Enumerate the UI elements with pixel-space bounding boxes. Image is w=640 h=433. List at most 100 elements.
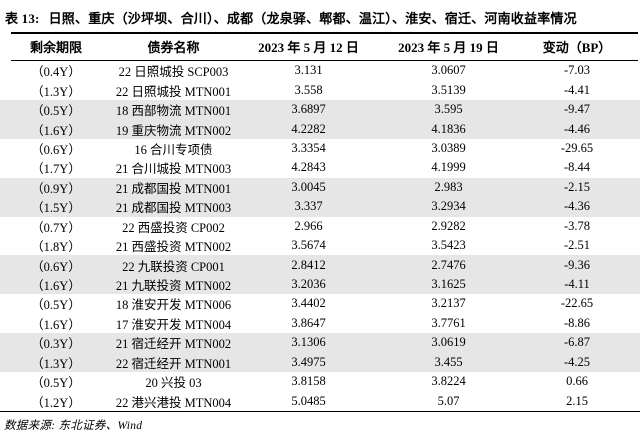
cell-change-bp: -2.51 <box>563 238 591 253</box>
cell-maturity: （0.5Y） <box>31 298 81 313</box>
table-row: （1.8Y） 21 西盛投资 MTN002 3.5674 3.5423 -2.51 <box>0 236 640 255</box>
table-row: （1.5Y） 21 成都国投 MTN003 3.337 3.2934 -4.36 <box>0 197 640 217</box>
cell-change-bp: -4.41 <box>563 82 591 97</box>
cell-change-bp: -8.44 <box>563 160 591 175</box>
yield-table-page: 表 13: 日照、重庆（沙坪坝、合川）、成都（龙泉驿、郫都、温江）、淮安、宿迁、河… <box>0 11 640 432</box>
cell-maturity: （0.9Y） <box>31 181 81 196</box>
cell-change-bp: 2.15 <box>566 393 588 408</box>
cell-bond-name: 18 西部物流 MTN001 <box>115 104 232 119</box>
cell-yield-0519: 3.2934 <box>431 199 466 214</box>
table-number-label: 表 13: <box>5 11 40 26</box>
cell-maturity: （1.6Y） <box>31 123 81 138</box>
cell-yield-0519: 4.1999 <box>431 160 466 175</box>
cell-maturity: （0.3Y） <box>31 337 81 352</box>
table-row: （1.6Y） 19 重庆物流 MTN002 4.2282 4.1836 -4.46 <box>0 119 640 139</box>
cell-change-bp: -4.11 <box>564 277 590 292</box>
cell-yield-0519: 4.1836 <box>431 121 466 136</box>
cell-yield-0512: 4.2843 <box>291 160 326 175</box>
cell-change-bp: -29.65 <box>560 140 594 155</box>
cell-bond-name: 18 淮安开发 MTN006 <box>115 298 232 313</box>
table-row: （0.3Y） 21 宿迁经开 MTN002 3.1306 3.0619 -6.87 <box>0 333 640 353</box>
cell-yield-0512: 3.2036 <box>291 277 326 292</box>
cell-bond-name: 22 港兴港投 MTN004 <box>115 395 232 410</box>
cell-change-bp: -7.03 <box>563 63 591 78</box>
cell-maturity: （1.6Y） <box>31 279 81 294</box>
table-row: （0.5Y） 18 西部物流 MTN001 3.6897 3.595 -9.47 <box>0 99 640 120</box>
cell-yield-0519: 3.455 <box>434 354 463 369</box>
cell-yield-0512: 5.0485 <box>291 393 326 408</box>
cell-yield-0512: 3.131 <box>294 63 323 78</box>
column-header-date-0512: 2023 年 5 月 12 日 <box>258 40 359 55</box>
cell-yield-0512: 3.6897 <box>291 102 326 117</box>
cell-bond-name: 19 重庆物流 MTN002 <box>115 123 232 138</box>
cell-change-bp: -6.87 <box>563 335 591 350</box>
cell-yield-0519: 3.0619 <box>431 335 466 350</box>
cell-bond-name: 21 合川城投 MTN003 <box>115 162 232 177</box>
cell-yield-0519: 3.7761 <box>431 315 466 330</box>
cell-maturity: （0.7Y） <box>31 220 81 235</box>
cell-change-bp: -9.36 <box>563 257 591 272</box>
cell-change-bp: -3.78 <box>563 218 591 233</box>
cell-maturity: （1.7Y） <box>31 162 81 177</box>
column-header-bond-name: 债券名称 <box>147 40 200 55</box>
cell-yield-0512: 2.966 <box>294 218 323 233</box>
cell-maturity: （1.8Y） <box>31 240 81 255</box>
cell-maturity: （1.3Y） <box>31 84 81 99</box>
cell-bond-name: 21 九联投资 MTN002 <box>115 279 232 294</box>
cell-bond-name: 20 兴投 03 <box>145 376 202 391</box>
table-row: （0.6Y） 16 合川专项债 3.3354 3.0389 -29.65 <box>0 139 640 158</box>
cell-bond-name: 22 日照城投 MTN001 <box>115 84 232 99</box>
cell-maturity: （1.5Y） <box>31 201 81 216</box>
cell-change-bp: -4.36 <box>563 199 591 214</box>
cell-bond-name: 21 成都国投 MTN001 <box>115 181 232 196</box>
cell-bond-name: 22 西盛投资 CP002 <box>122 220 225 235</box>
cell-yield-0512: 3.5674 <box>291 238 326 253</box>
cell-yield-0519: 5.07 <box>437 393 460 408</box>
table-row: （1.7Y） 21 合川城投 MTN003 4.2843 4.1999 -8.44 <box>0 158 640 177</box>
table-row: （1.3Y） 22 日照城投 MTN001 3.558 3.5139 -4.41 <box>0 80 640 99</box>
cell-maturity: （0.5Y） <box>31 104 81 119</box>
title-divider <box>11 32 638 34</box>
cell-change-bp: -4.46 <box>563 121 591 136</box>
cell-bond-name: 22 九联投资 CP001 <box>122 259 225 274</box>
table-row: （1.6Y） 17 淮安开发 MTN004 3.8647 3.7761 -8.86 <box>0 314 640 333</box>
cell-maturity: （0.6Y） <box>31 259 81 274</box>
cell-yield-0512: 4.2282 <box>291 121 326 136</box>
cell-yield-0519: 3.2137 <box>431 296 466 311</box>
cell-maturity: （0.4Y） <box>31 65 81 80</box>
cell-maturity: （1.3Y） <box>31 356 81 371</box>
cell-change-bp: -2.15 <box>563 179 591 194</box>
table-row: （0.5Y） 18 淮安开发 MTN006 3.4402 3.2137 -22.65 <box>0 294 640 313</box>
cell-yield-0519: 3.0607 <box>431 63 466 78</box>
cell-yield-0519: 3.595 <box>434 102 463 117</box>
cell-bond-name: 22 宿迁经开 MTN001 <box>115 356 232 371</box>
cell-yield-0519: 3.0389 <box>431 140 466 155</box>
cell-bond-name: 16 合川专项债 <box>134 142 213 157</box>
table-row: （0.5Y） 20 兴投 03 3.8158 3.8224 0.66 <box>0 372 640 391</box>
cell-yield-0519: 3.8224 <box>431 374 466 389</box>
column-header-maturity: 剩余期限 <box>29 40 82 55</box>
table-row: （0.9Y） 21 成都国投 MTN001 3.0045 2.983 -2.15 <box>0 177 640 198</box>
cell-yield-0519: 2.983 <box>434 179 463 194</box>
cell-change-bp: -22.65 <box>560 296 594 311</box>
cell-yield-0512: 3.8158 <box>291 374 326 389</box>
cell-bond-name: 17 淮安开发 MTN004 <box>115 317 232 332</box>
column-header-change-bp: 变动（BP） <box>542 40 612 55</box>
cell-yield-0512: 2.8412 <box>291 257 326 272</box>
table-row: （1.3Y） 22 宿迁经开 MTN001 3.4975 3.455 -4.25 <box>0 352 640 372</box>
cell-change-bp: 0.66 <box>566 374 588 389</box>
table-row: （0.4Y） 22 日照城投 SCP003 3.131 3.0607 -7.03 <box>0 61 640 80</box>
table-row: （1.2Y） 22 港兴港投 MTN004 5.0485 5.07 2.15 <box>0 391 640 410</box>
cell-maturity: （1.2Y） <box>31 395 81 410</box>
cell-yield-0512: 3.8647 <box>291 315 326 330</box>
cell-maturity: （0.6Y） <box>31 142 81 157</box>
cell-change-bp: -4.25 <box>563 354 591 369</box>
cell-yield-0519: 3.5139 <box>431 82 466 97</box>
cell-change-bp: -9.47 <box>563 102 591 117</box>
cell-yield-0512: 3.4975 <box>291 354 326 369</box>
table-body: （0.4Y） 22 日照城投 SCP003 3.131 3.0607 -7.03 （1.3… <box>0 61 640 412</box>
table-header-row: 剩余期限 债券名称 2023 年 5 月 12 日 2023 年 5 月 19 … <box>11 34 638 61</box>
table-title-text: 日照、重庆（沙坪坝、合川）、成都（龙泉驿、郫都、温江）、淮安、宿迁、河南收益率情… <box>48 11 577 26</box>
table-row: （0.7Y） 22 西盛投资 CP002 2.966 2.9282 -3.78 <box>0 217 640 236</box>
cell-yield-0512: 3.337 <box>294 199 323 214</box>
